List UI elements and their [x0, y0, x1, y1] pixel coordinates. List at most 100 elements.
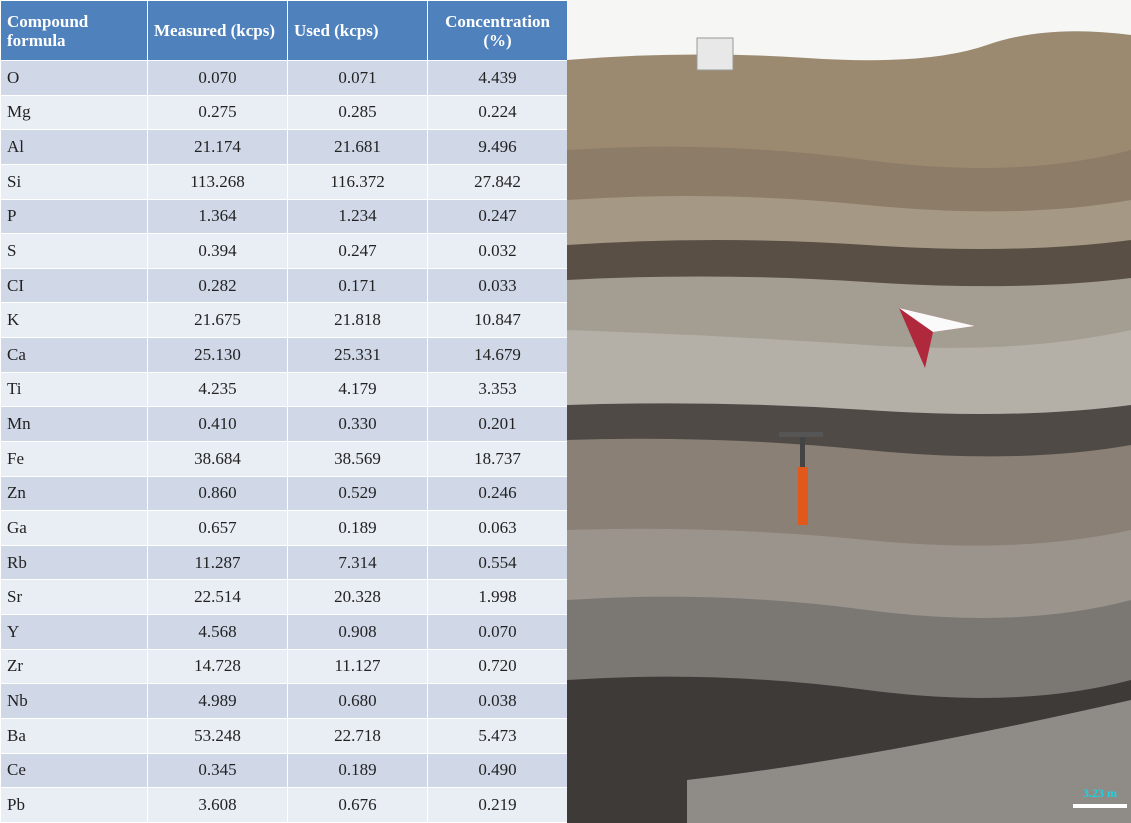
value-cell: 22.514: [147, 579, 288, 615]
value-cell: 116.372: [287, 163, 428, 200]
value-cell: 113.268: [147, 163, 288, 200]
column-header: Compound formula: [0, 0, 148, 61]
compound-cell: Ga: [0, 510, 148, 546]
table-row: Ga 0.657 0.189 0.063: [0, 510, 568, 546]
value-cell: 4.179: [287, 371, 428, 408]
value-cell: 0.224: [427, 94, 568, 131]
compound-cell: Si: [0, 163, 148, 200]
value-cell: 0.275: [147, 94, 288, 131]
table-row: Y 4.568 0.908 0.070: [0, 614, 568, 650]
xrf-table: Compound formula Measured (kcps) Used (kcp…: [0, 0, 568, 823]
value-cell: 14.728: [147, 648, 288, 685]
scale-bar: [1073, 804, 1127, 808]
compound-cell: Ce: [0, 752, 148, 789]
value-cell: 4.989: [147, 683, 288, 719]
value-cell: 0.171: [287, 267, 428, 304]
compound-cell: O: [0, 60, 148, 96]
value-cell: 0.676: [287, 787, 428, 823]
compound-cell: Fe: [0, 440, 148, 477]
scale-label: 3.23 m: [1083, 786, 1117, 800]
value-cell: 21.675: [147, 302, 288, 338]
table-row: Pb 3.608 0.676 0.219: [0, 787, 568, 823]
compound-cell: Nb: [0, 683, 148, 719]
value-cell: 0.860: [147, 475, 288, 512]
hammer-head: [779, 432, 823, 437]
value-cell: 0.330: [287, 406, 428, 442]
table-row: Fe 38.684 38.569 18.737: [0, 440, 568, 477]
value-cell: 0.038: [427, 683, 568, 719]
compound-cell: P: [0, 198, 148, 235]
compound-cell: Zr: [0, 648, 148, 685]
value-cell: 0.908: [287, 614, 428, 650]
compound-cell: S: [0, 233, 148, 269]
hammer-shaft: [800, 437, 805, 467]
value-cell: 0.282: [147, 267, 288, 304]
table-row: Mg 0.275 0.285 0.224: [0, 94, 568, 131]
value-cell: 0.720: [427, 648, 568, 685]
value-cell: 0.063: [427, 510, 568, 546]
value-cell: 0.246: [427, 475, 568, 512]
value-cell: 0.189: [287, 510, 428, 546]
compound-cell: CI: [0, 267, 148, 304]
value-cell: 0.394: [147, 233, 288, 269]
table-row: Sr 22.514 20.328 1.998: [0, 579, 568, 615]
value-cell: 0.657: [147, 510, 288, 546]
compound-cell: Ti: [0, 371, 148, 408]
value-cell: 0.032: [427, 233, 568, 269]
hammer-handle: [798, 467, 808, 525]
value-cell: 21.681: [287, 129, 428, 165]
value-cell: 4.235: [147, 371, 288, 408]
compound-cell: Mn: [0, 406, 148, 442]
table-row: Si 113.268 116.372 27.842: [0, 163, 568, 200]
value-cell: 4.568: [147, 614, 288, 650]
value-cell: 0.033: [427, 267, 568, 304]
value-cell: 0.490: [427, 752, 568, 789]
value-cell: 11.127: [287, 648, 428, 685]
value-cell: 20.328: [287, 579, 428, 615]
table-row: K 21.675 21.818 10.847: [0, 302, 568, 338]
compound-cell: Rb: [0, 544, 148, 581]
value-cell: 21.818: [287, 302, 428, 338]
table-row: Ca 25.130 25.331 14.679: [0, 337, 568, 373]
value-cell: 38.684: [147, 440, 288, 477]
value-cell: 1.998: [427, 579, 568, 615]
value-cell: 0.529: [287, 475, 428, 512]
compound-cell: Mg: [0, 94, 148, 131]
value-cell: 5.473: [427, 717, 568, 754]
value-cell: 0.345: [147, 752, 288, 789]
value-cell: 1.234: [287, 198, 428, 235]
outcrop-photo: 3.23 m: [567, 0, 1131, 823]
scree: [687, 700, 1131, 823]
table-row: Ti 4.235 4.179 3.353: [0, 371, 568, 408]
compound-cell: Al: [0, 129, 148, 165]
table-row: Zn 0.860 0.529 0.246: [0, 475, 568, 512]
value-cell: 0.680: [287, 683, 428, 719]
value-cell: 0.554: [427, 544, 568, 581]
value-cell: 27.842: [427, 163, 568, 200]
value-cell: 0.189: [287, 752, 428, 789]
value-cell: 3.353: [427, 371, 568, 408]
value-cell: 7.314: [287, 544, 428, 581]
header-row: Compound formula Measured (kcps) Used (kcp…: [0, 0, 568, 61]
value-cell: 1.364: [147, 198, 288, 235]
table-row: Nb 4.989 0.680 0.038: [0, 683, 568, 719]
table-body: O 0.070 0.071 4.439 Mg 0.275 0.285 0.224 Al 21.17…: [0, 60, 568, 823]
table-row: Zr 14.728 11.127 0.720: [0, 648, 568, 685]
table-row: P 1.364 1.234 0.247: [0, 198, 568, 235]
value-cell: 0.247: [427, 198, 568, 235]
value-cell: 25.331: [287, 337, 428, 373]
value-cell: 14.679: [427, 337, 568, 373]
value-cell: 18.737: [427, 440, 568, 477]
table-row: Ce 0.345 0.189 0.490: [0, 752, 568, 789]
compound-cell: Y: [0, 614, 148, 650]
value-cell: 21.174: [147, 129, 288, 165]
value-cell: 4.439: [427, 60, 568, 96]
column-header: Measured (kcps): [147, 0, 288, 61]
table-row: Ba 53.248 22.718 5.473: [0, 717, 568, 754]
instrument-box: [696, 37, 734, 71]
value-cell: 0.410: [147, 406, 288, 442]
table-row: S 0.394 0.247 0.032: [0, 233, 568, 269]
value-cell: 25.130: [147, 337, 288, 373]
value-cell: 22.718: [287, 717, 428, 754]
